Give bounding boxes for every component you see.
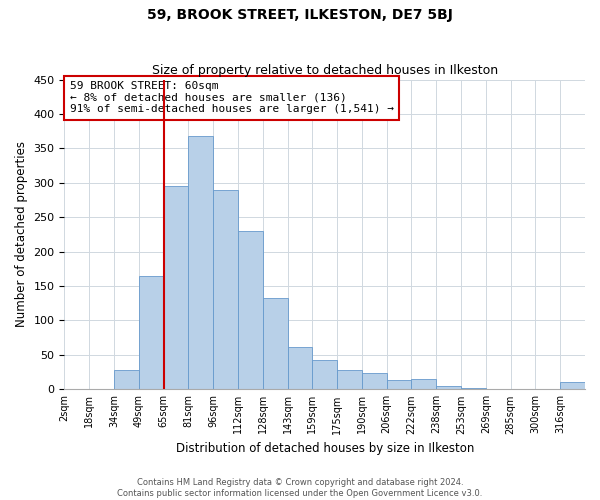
Title: Size of property relative to detached houses in Ilkeston: Size of property relative to detached ho… (152, 64, 498, 77)
Bar (114, 370, 139, 390)
Bar (287, 346, 313, 390)
Bar (436, 386, 461, 390)
Bar (412, 379, 436, 390)
Bar (461, 388, 486, 390)
Bar (362, 374, 386, 390)
Bar (238, 231, 263, 390)
Bar (337, 370, 362, 390)
Bar (188, 136, 213, 390)
Bar (213, 190, 238, 390)
Text: 59 BROOK STREET: 60sqm
← 8% of detached houses are smaller (136)
91% of semi-det: 59 BROOK STREET: 60sqm ← 8% of detached … (70, 81, 394, 114)
Bar (164, 186, 188, 390)
Bar (263, 298, 287, 390)
X-axis label: Distribution of detached houses by size in Ilkeston: Distribution of detached houses by size … (176, 442, 474, 455)
Y-axis label: Number of detached properties: Number of detached properties (15, 142, 28, 328)
Text: Contains HM Land Registry data © Crown copyright and database right 2024.
Contai: Contains HM Land Registry data © Crown c… (118, 478, 482, 498)
Bar (313, 360, 337, 390)
Bar (139, 276, 164, 390)
Bar (560, 382, 585, 390)
Text: 59, BROOK STREET, ILKESTON, DE7 5BJ: 59, BROOK STREET, ILKESTON, DE7 5BJ (147, 8, 453, 22)
Bar (386, 380, 412, 390)
